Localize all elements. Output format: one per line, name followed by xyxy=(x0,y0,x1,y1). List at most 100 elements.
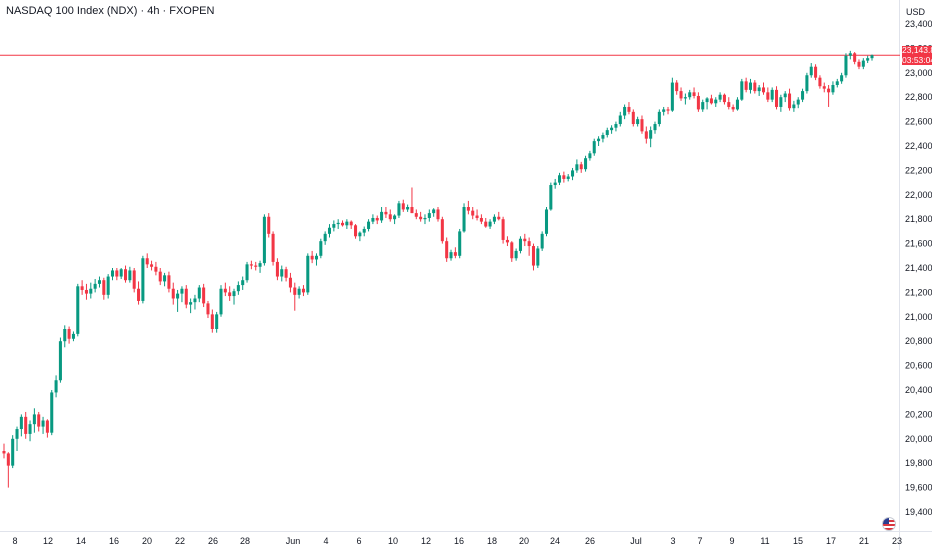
candle-body xyxy=(818,77,822,87)
y-tick-label: 21,600.0 xyxy=(905,239,932,249)
candle-body xyxy=(332,224,336,228)
candle-body xyxy=(50,392,54,433)
candle-body xyxy=(805,75,809,92)
candle-body xyxy=(219,288,223,315)
y-tick-label: 19,600.0 xyxy=(905,483,932,493)
candle-body xyxy=(41,420,45,427)
candle-body xyxy=(566,176,570,179)
candle-body xyxy=(753,82,757,92)
candle-body xyxy=(649,130,653,139)
y-tick-label: 20,200.0 xyxy=(905,409,932,419)
candle-body xyxy=(410,207,414,214)
y-tick-label: 21,400.0 xyxy=(905,263,932,273)
candle-body xyxy=(549,185,553,210)
candle-body xyxy=(827,88,831,93)
candle-body xyxy=(76,286,80,334)
x-tick-label: 4 xyxy=(323,536,328,546)
candle-body xyxy=(740,81,744,100)
x-tick-label: 3 xyxy=(670,536,675,546)
candle-body xyxy=(132,270,136,289)
candle-body xyxy=(584,158,588,170)
candle-body xyxy=(275,261,279,277)
candle-body xyxy=(80,286,84,290)
candle-body xyxy=(202,287,206,304)
candle-body xyxy=(375,217,379,221)
candle-body xyxy=(610,127,614,131)
candle-body xyxy=(280,269,284,277)
candle-body xyxy=(562,175,566,179)
x-tick-label: 26 xyxy=(208,536,218,546)
candle-body xyxy=(631,111,635,125)
candle-body xyxy=(527,241,531,247)
x-tick-label: 17 xyxy=(826,536,836,546)
x-tick-label: 24 xyxy=(550,536,560,546)
candle-body xyxy=(501,219,505,240)
candle-body xyxy=(271,233,275,262)
candle-body xyxy=(870,55,874,59)
candle-body xyxy=(310,255,314,260)
candle-body xyxy=(84,289,88,294)
x-tick-label: 18 xyxy=(487,536,497,546)
candle-body xyxy=(284,269,288,278)
candle-body xyxy=(718,94,722,100)
candle-body xyxy=(45,420,49,433)
candle-body xyxy=(779,97,783,107)
candle-body xyxy=(32,414,36,425)
candle-body xyxy=(679,91,683,99)
candle-body xyxy=(323,233,327,242)
y-tick-label: 22,400.0 xyxy=(905,141,932,151)
candle-body xyxy=(544,209,549,234)
candle-body xyxy=(640,119,644,132)
x-tick-label: 26 xyxy=(585,536,595,546)
candle-body xyxy=(63,329,67,342)
candle-body xyxy=(801,91,805,100)
candle-body xyxy=(67,329,71,339)
candle-body xyxy=(553,182,557,186)
candle-body xyxy=(15,429,19,439)
candle-body xyxy=(722,94,726,103)
candle-body xyxy=(432,209,436,214)
candle-body xyxy=(853,53,857,62)
candle-body xyxy=(514,250,518,259)
candle-body xyxy=(683,97,687,99)
candle-body xyxy=(835,81,839,85)
y-tick-label: 20,800.0 xyxy=(905,336,932,346)
candle-body xyxy=(644,131,648,139)
x-tick-label: 15 xyxy=(793,536,803,546)
x-tick-label: 9 xyxy=(729,536,734,546)
candle-body xyxy=(531,246,535,266)
candle-body xyxy=(245,264,249,281)
candle-body xyxy=(141,258,145,301)
candle-body xyxy=(314,255,318,260)
candle-body xyxy=(258,263,262,267)
y-tick-label: 23,400.0 xyxy=(905,19,932,29)
candle-body xyxy=(770,89,774,100)
candle-body xyxy=(848,53,852,56)
candle-body xyxy=(2,451,6,454)
candle-series xyxy=(2,50,874,488)
candle-body xyxy=(440,219,444,242)
candle-body xyxy=(406,207,410,210)
candle-body xyxy=(388,214,392,220)
candle-body xyxy=(189,302,193,305)
last-price-value: 23,143.8 xyxy=(902,45,932,56)
candle-body xyxy=(397,203,401,216)
x-tick-label: 16 xyxy=(454,536,464,546)
candle-body xyxy=(666,109,670,111)
candle-body xyxy=(809,66,813,76)
candle-body xyxy=(341,222,345,226)
y-tick-label: 21,800.0 xyxy=(905,214,932,224)
candle-body xyxy=(215,314,219,329)
candle-body xyxy=(354,225,358,237)
x-tick-label: 10 xyxy=(388,536,398,546)
candle-body xyxy=(349,221,353,226)
y-tick-label: 22,200.0 xyxy=(905,165,932,175)
candle-body xyxy=(110,270,115,277)
x-tick-label: Jun xyxy=(286,536,301,546)
candle-body xyxy=(484,221,488,227)
us-flag-icon[interactable] xyxy=(882,517,896,531)
x-tick-label: 6 xyxy=(356,536,361,546)
x-tick-label: 7 xyxy=(697,536,702,546)
candle-body xyxy=(371,217,375,222)
